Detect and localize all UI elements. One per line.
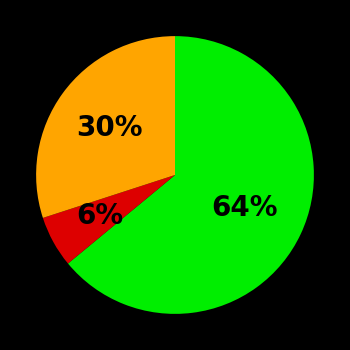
Text: 30%: 30% xyxy=(77,114,143,142)
Wedge shape xyxy=(36,36,175,218)
Wedge shape xyxy=(68,36,314,314)
Wedge shape xyxy=(43,175,175,264)
Text: 64%: 64% xyxy=(211,194,277,222)
Text: 6%: 6% xyxy=(76,203,123,231)
